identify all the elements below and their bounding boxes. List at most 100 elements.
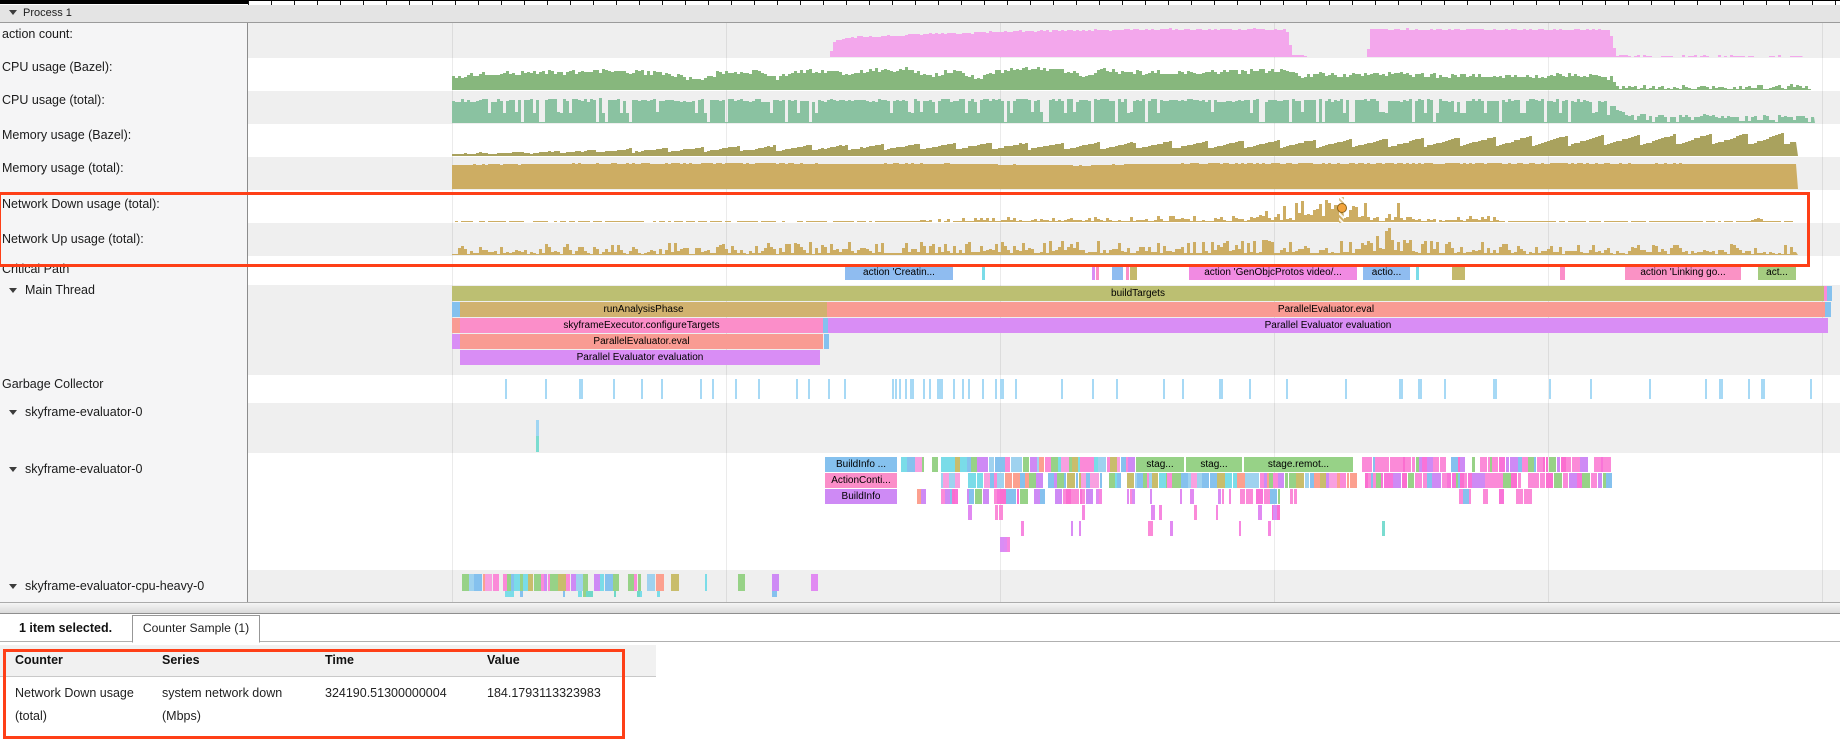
evaluator-slice[interactable] — [1383, 457, 1389, 472]
evaluator-slice[interactable] — [1260, 473, 1264, 488]
gc-event-tick[interactable] — [641, 379, 643, 399]
evaluator-slice[interactable] — [995, 505, 998, 520]
evaluator-slice[interactable] — [1598, 473, 1602, 488]
column-header-value[interactable]: Value — [487, 653, 520, 667]
evaluator-slice[interactable] — [1034, 489, 1040, 504]
evaluator-slice[interactable] — [1320, 473, 1326, 488]
evaluator-slice[interactable] — [1066, 489, 1071, 504]
evaluator-slice[interactable] — [977, 473, 983, 488]
cpu-heavy-slice[interactable] — [571, 574, 576, 591]
cpu-heavy-slice[interactable] — [483, 574, 485, 591]
gc-event-tick[interactable] — [1590, 379, 1592, 399]
evaluator-slice[interactable] — [1458, 457, 1460, 472]
evaluator-slice[interactable] — [1264, 473, 1267, 488]
gc-event-tick[interactable] — [1810, 379, 1812, 399]
evaluator-slice[interactable] — [1080, 457, 1086, 472]
evaluator-slice[interactable] — [1492, 457, 1498, 472]
evaluator-slice[interactable] — [985, 457, 988, 472]
evaluator-slice[interactable] — [1393, 473, 1401, 488]
evaluator-slice[interactable] — [1240, 489, 1242, 504]
evaluator-slice[interactable] — [1216, 505, 1218, 520]
evaluator-slice[interactable] — [1528, 473, 1533, 488]
cpu-heavy-slice[interactable] — [541, 574, 544, 591]
evaluator-slice[interactable] — [1557, 457, 1560, 472]
gc-event-tick[interactable] — [937, 379, 941, 399]
main-thread-slice[interactable]: skyframeExecutor.configureTargets — [460, 318, 823, 333]
evaluator-slice[interactable] — [1048, 473, 1054, 488]
evaluator-slice[interactable] — [1188, 473, 1191, 488]
evaluator-slice[interactable] — [1210, 473, 1217, 488]
cpu-heavy-slice[interactable] — [507, 574, 511, 591]
evaluator-slice[interactable] — [994, 473, 997, 488]
cpu-heavy-slice[interactable] — [485, 574, 492, 591]
evaluator-slice[interactable] — [1511, 473, 1517, 488]
evaluator-slice[interactable] — [1432, 473, 1437, 488]
evaluator-slice[interactable]: ActionConti... — [825, 473, 897, 488]
evaluator-slice[interactable] — [1468, 473, 1472, 488]
sidebar-track-label[interactable]: Network Down usage (total): — [2, 197, 160, 211]
evaluator-slice[interactable] — [1597, 457, 1601, 472]
evaluator-slice[interactable] — [1554, 473, 1562, 488]
evaluator-slice[interactable] — [1151, 521, 1153, 536]
cpu-heavy-slice[interactable] — [637, 591, 640, 597]
gc-event-tick[interactable] — [953, 379, 955, 399]
evaluator-slice[interactable] — [1405, 457, 1411, 472]
evaluator-slice[interactable] — [1601, 457, 1603, 472]
evaluator-slice[interactable] — [977, 457, 985, 472]
evaluator-slice[interactable] — [1229, 489, 1231, 504]
evaluator-slice[interactable] — [943, 473, 949, 488]
evaluator-slice[interactable] — [1081, 473, 1086, 488]
evaluator-slice[interactable] — [1115, 473, 1117, 488]
evaluator-slice[interactable] — [990, 473, 994, 488]
critical-path-slice[interactable] — [1130, 265, 1137, 280]
critical-path-slice[interactable]: action 'GenObjcProtos video/... — [1189, 265, 1357, 280]
evaluator-slice[interactable] — [1408, 473, 1414, 488]
cpu-heavy-slice[interactable] — [671, 574, 679, 591]
evaluator-slice[interactable] — [1197, 473, 1202, 488]
evaluator-slice[interactable] — [941, 457, 947, 472]
evaluator-slice[interactable] — [1270, 489, 1277, 504]
evaluator-slice[interactable] — [1170, 521, 1173, 536]
evaluator-slice[interactable] — [1459, 489, 1463, 504]
gc-event-tick[interactable] — [1000, 379, 1004, 399]
evaluator-slice[interactable] — [1269, 473, 1273, 488]
evaluator-slice[interactable] — [1098, 457, 1106, 472]
evaluator-slice[interactable]: BuildInfo ... — [825, 457, 897, 472]
evaluator-slice[interactable] — [1485, 457, 1487, 472]
evaluator-slice[interactable] — [1370, 457, 1372, 472]
evaluator-slice[interactable]: stag... — [1136, 457, 1184, 472]
evaluator-slice[interactable] — [1086, 489, 1093, 504]
evaluator-slice[interactable] — [1007, 537, 1010, 552]
evaluator-slice[interactable] — [1256, 489, 1263, 504]
evaluator-slice[interactable] — [941, 473, 943, 488]
cpu-heavy-slice[interactable] — [558, 574, 566, 591]
evaluator-slice[interactable] — [1469, 489, 1471, 504]
evaluator-slice[interactable] — [1381, 473, 1383, 488]
selected-counter-sample-marker[interactable] — [1337, 203, 1347, 213]
evaluator-slice[interactable] — [1121, 457, 1126, 472]
panel-splitter[interactable] — [0, 602, 1840, 614]
evaluator-slice[interactable] — [1540, 473, 1545, 488]
evaluator-slice[interactable] — [1373, 473, 1376, 488]
evaluator-slice[interactable] — [1483, 489, 1488, 504]
evaluator-slice[interactable] — [1296, 473, 1304, 488]
evaluator-slice[interactable] — [1018, 457, 1022, 472]
evaluator-slice[interactable] — [1055, 489, 1062, 504]
critical-path-slice[interactable] — [1452, 265, 1465, 280]
critical-path-slice[interactable]: action 'Creatin... — [845, 265, 953, 280]
cpu-heavy-slice[interactable] — [605, 574, 613, 591]
evaluator-slice[interactable] — [1416, 457, 1419, 472]
gc-event-tick[interactable] — [895, 379, 897, 399]
evaluator-slice[interactable] — [960, 457, 967, 472]
gc-event-tick[interactable] — [995, 379, 997, 399]
evaluator-slice[interactable] — [1371, 473, 1373, 488]
evaluator-slice[interactable] — [1365, 473, 1368, 488]
cpu-heavy-slice[interactable] — [520, 591, 523, 597]
evaluator-slice[interactable] — [1305, 473, 1309, 488]
evaluator-slice[interactable] — [1063, 489, 1066, 504]
gc-event-tick[interactable] — [962, 379, 964, 399]
gc-event-tick[interactable] — [796, 379, 798, 399]
critical-path-slice[interactable]: act... — [1758, 265, 1796, 280]
cpu-heavy-slice[interactable] — [638, 574, 641, 591]
evaluator-slice[interactable] — [1546, 473, 1553, 488]
